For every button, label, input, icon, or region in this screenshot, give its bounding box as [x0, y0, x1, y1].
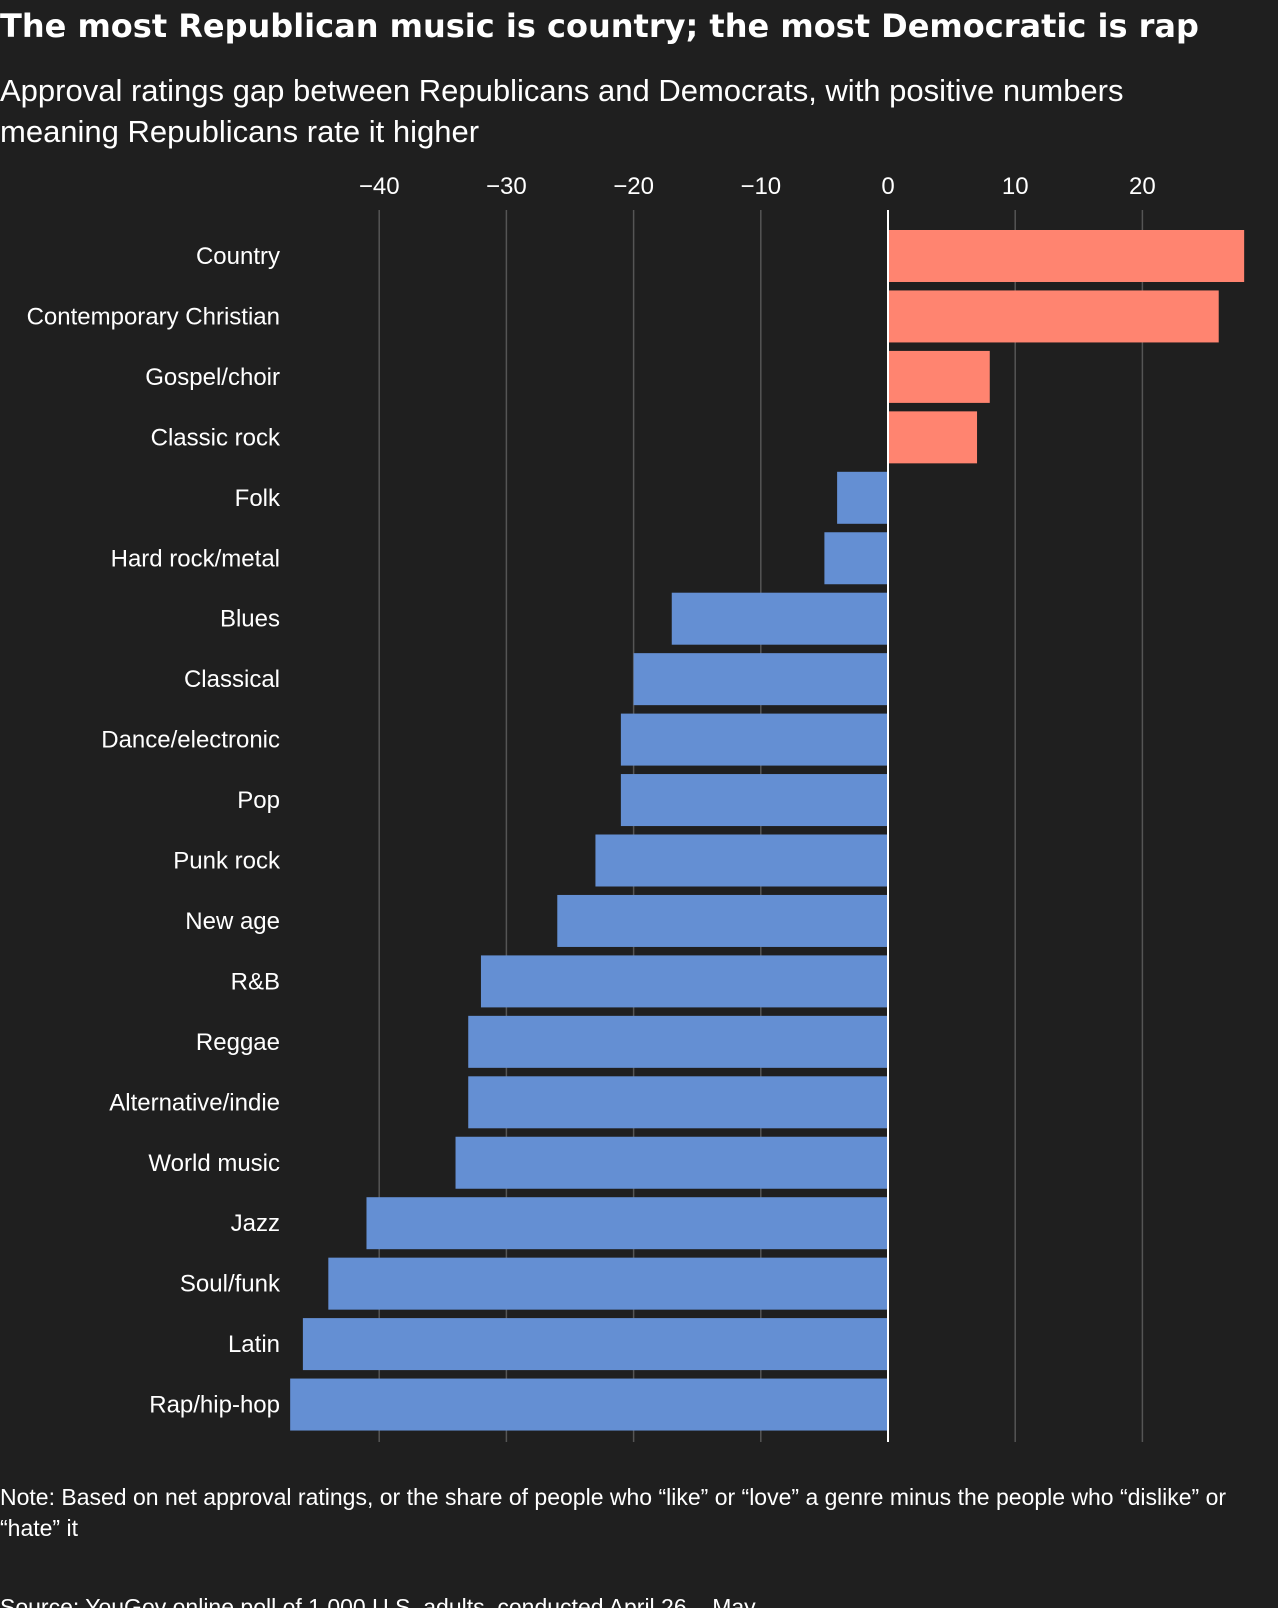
x-tick-label: 0	[881, 173, 894, 200]
bar	[557, 894, 888, 947]
bar-chart: −40 −30 −20 −10 0 10 20 Country Contemporary Ch…	[27, 173, 1245, 1442]
category-label: Gospel/choir	[145, 364, 280, 391]
bar	[595, 834, 888, 887]
bar	[671, 592, 888, 645]
x-tick-label: −30	[486, 173, 527, 200]
category-label: R&B	[231, 968, 280, 995]
x-tick-label: 10	[1002, 173, 1029, 200]
chart-title: The most Republican music is country; th…	[0, 7, 1199, 45]
x-tick-label: −10	[740, 173, 781, 200]
category-label: Hard rock/metal	[111, 545, 280, 572]
category-label: Folk	[235, 485, 281, 512]
bar	[633, 653, 888, 706]
chart-subtitle: Approval ratings gap between Republicans…	[0, 73, 1124, 149]
category-label: Jazz	[231, 1210, 280, 1237]
bars	[290, 230, 1245, 1431]
bar	[620, 713, 888, 766]
x-tick-label: −40	[359, 173, 400, 200]
category-label: Blues	[220, 606, 280, 633]
category-label: Rap/hip-hop	[149, 1392, 280, 1419]
bar	[620, 774, 888, 827]
category-label: Latin	[228, 1331, 280, 1358]
category-label: Country	[196, 243, 280, 270]
bar	[824, 532, 888, 585]
category-label: Reggae	[196, 1029, 280, 1056]
bar	[837, 471, 888, 524]
category-label: Dance/electronic	[101, 727, 280, 754]
category-label: Punk rock	[173, 848, 281, 875]
category-label: Alternative/indie	[109, 1089, 280, 1116]
bar	[328, 1257, 888, 1310]
category-label: Soul/funk	[180, 1271, 281, 1298]
bar	[480, 955, 888, 1008]
bar	[290, 1378, 888, 1431]
bar	[888, 350, 990, 403]
category-label: Classic rock	[151, 424, 281, 451]
chart-note: Note: Based on net approval ratings, or …	[0, 1484, 1227, 1541]
x-tick-label: 20	[1129, 173, 1156, 200]
category-label: Classical	[184, 666, 280, 693]
bar	[455, 1136, 888, 1189]
category-label: New age	[185, 908, 280, 935]
x-axis-ticks: −40 −30 −20 −10 0 10 20	[359, 173, 1156, 200]
category-label: Pop	[237, 787, 280, 814]
category-label: Contemporary Christian	[27, 303, 280, 330]
bar	[888, 230, 1245, 282]
chart-source: Source: YouGov online poll of 1,000 U.S.…	[0, 1594, 756, 1608]
category-label: World music	[148, 1150, 280, 1177]
bar	[888, 411, 978, 464]
x-tick-label: −20	[613, 173, 654, 200]
bar	[468, 1076, 888, 1129]
bar	[302, 1318, 888, 1371]
category-labels: Country Contemporary Christian Gospel/choi…	[27, 243, 281, 1419]
bar	[468, 1015, 888, 1068]
bar	[366, 1197, 889, 1250]
bar	[888, 290, 1219, 343]
